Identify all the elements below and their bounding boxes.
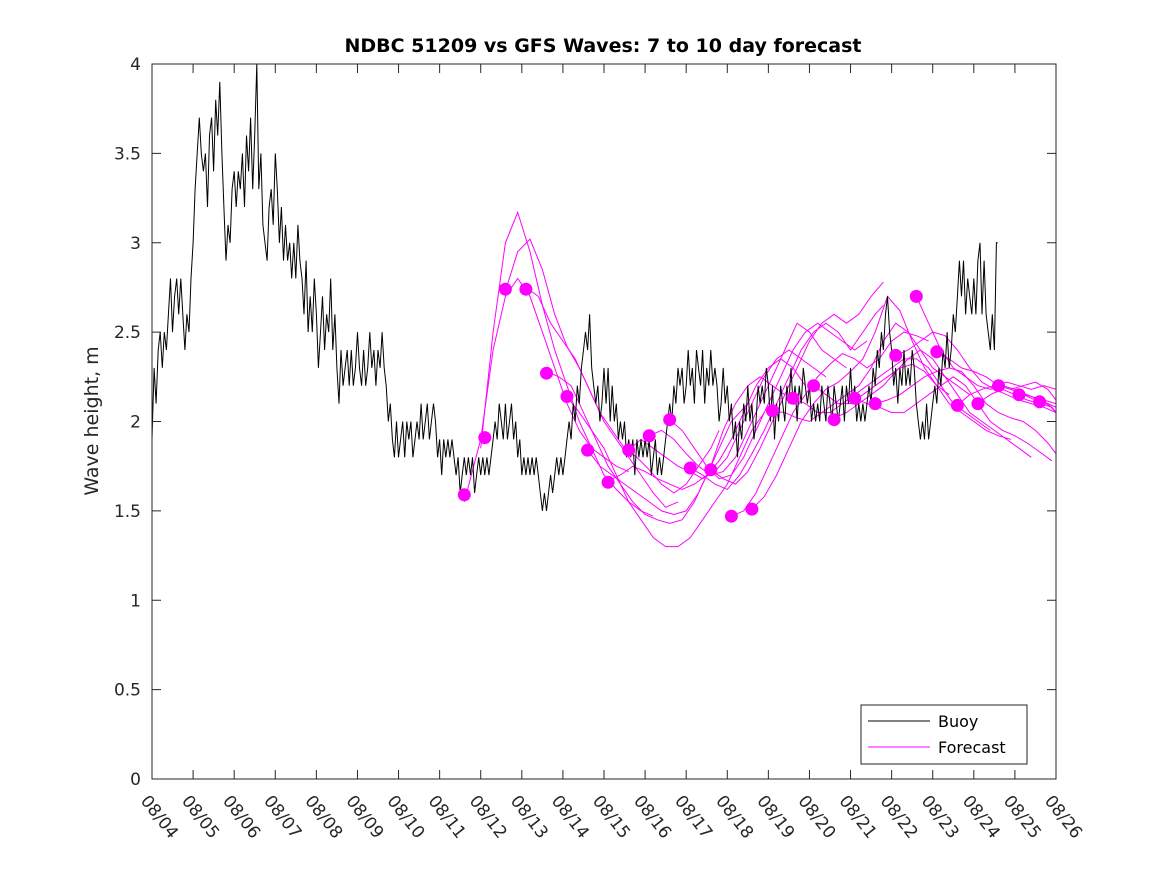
- forecast-marker: [889, 348, 903, 362]
- forecast-series-line: [957, 381, 1056, 406]
- forecast-series-line: [480, 210, 654, 517]
- forecast-marker: [663, 413, 677, 427]
- forecast-series-line: [463, 277, 629, 503]
- forecast-marker: [519, 282, 533, 296]
- forecast-marker: [581, 443, 595, 457]
- forecast-marker: [868, 397, 882, 411]
- forecast-series-line: [587, 376, 786, 516]
- legend-forecast-label: Forecast: [938, 738, 1006, 757]
- forecast-series-line: [833, 349, 1032, 458]
- plot-area: [152, 64, 1056, 779]
- y-tick-label: 4: [130, 55, 141, 75]
- y-tick-label: 0.5: [114, 681, 141, 701]
- forecast-marker: [992, 379, 1005, 393]
- forecast-marker: [909, 289, 923, 303]
- forecast-marker: [622, 443, 636, 457]
- forecast-marker: [827, 413, 841, 427]
- buoy-series-line: [152, 64, 998, 511]
- y-tick-label: 3.5: [114, 144, 141, 164]
- forecast-marker: [971, 397, 985, 411]
- y-tick-label: 0: [130, 770, 141, 790]
- series-group: [152, 64, 1056, 548]
- y-tick-label: 1: [130, 591, 141, 611]
- forecast-marker: [930, 345, 944, 359]
- legend-buoy-label: Buoy: [938, 712, 978, 731]
- forecast-series-line: [648, 322, 847, 476]
- y-tick-label: 1.5: [114, 502, 141, 522]
- y-axis-label: Wave height, m: [81, 346, 103, 495]
- forecast-marker: [1012, 388, 1026, 402]
- forecast-marker: [601, 475, 615, 489]
- forecast-marker: [704, 463, 718, 477]
- forecast-marker: [766, 404, 779, 418]
- forecast-marker: [848, 391, 862, 405]
- y-tick-label: 3: [130, 234, 141, 254]
- forecast-marker: [498, 282, 512, 296]
- forecast-marker: [540, 366, 553, 380]
- chart-title: NDBC 51209 vs GFS Waves: 7 to 10 day for…: [344, 35, 861, 57]
- y-tick-label: 2: [130, 413, 141, 433]
- forecast-marker: [807, 379, 821, 393]
- forecast-series-line: [710, 281, 884, 485]
- forecast-series-line: [998, 385, 1056, 413]
- legend: Buoy Forecast: [860, 704, 1028, 765]
- forecast-series-line: [669, 322, 868, 480]
- forecast-marker: [683, 461, 697, 475]
- forecast-series-line: [628, 349, 827, 480]
- forecast-series-line: [854, 376, 1053, 462]
- legend-box: [860, 704, 1028, 765]
- forecast-marker: [457, 488, 471, 502]
- forecast-marker: [950, 398, 964, 412]
- forecast-series-line: [813, 363, 1011, 440]
- forecast-series-line: [731, 331, 929, 517]
- forecast-marker: [642, 429, 656, 443]
- forecast-series-line: [895, 331, 1056, 414]
- forecast-marker: [724, 509, 738, 523]
- forecast-marker: [745, 502, 759, 516]
- forecast-marker: [1033, 395, 1047, 409]
- forecast-marker: [560, 390, 574, 403]
- forecast-series-line: [772, 322, 970, 423]
- forecast-marker: [786, 391, 800, 405]
- forecast-series-line: [690, 304, 884, 491]
- forecast-marker: [478, 431, 492, 445]
- y-tick-label: 2.5: [114, 323, 141, 343]
